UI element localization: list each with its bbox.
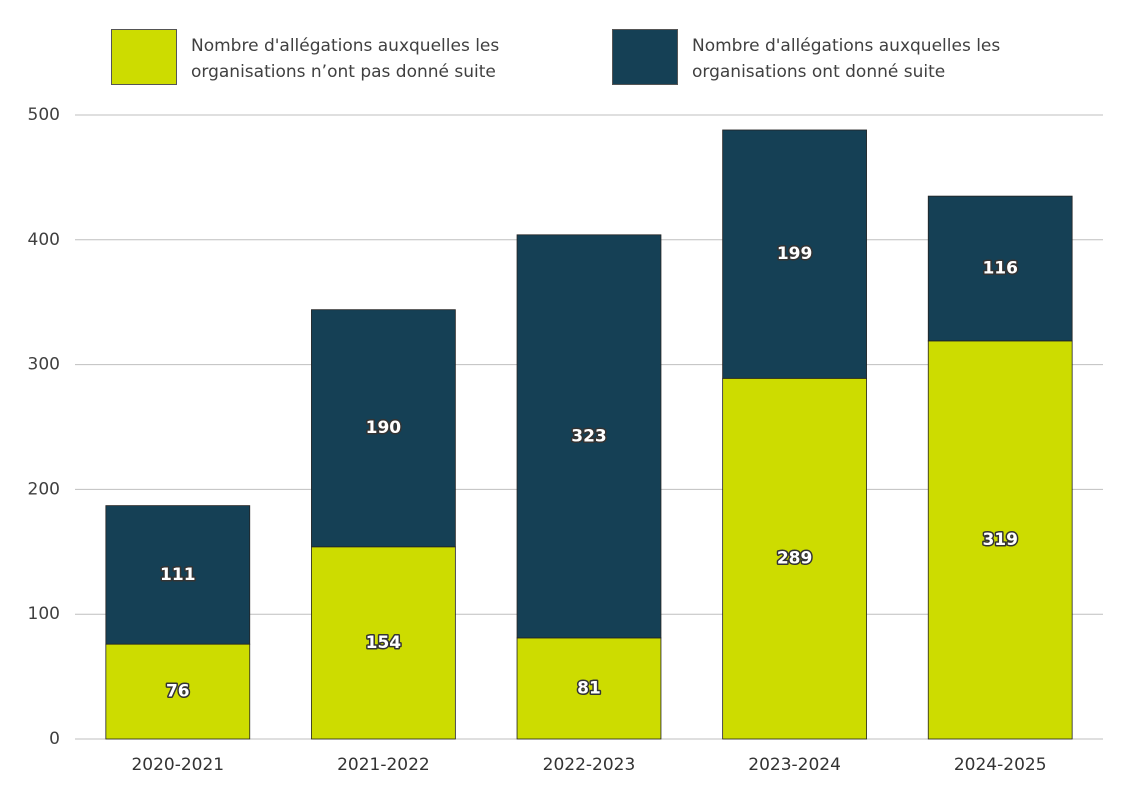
- y-tick-label: 500: [28, 105, 60, 125]
- bar-segment: [311, 309, 456, 548]
- legend-item: Nombre d'allégations auxquelles les orga…: [612, 29, 1012, 85]
- x-tick-label: 2023-2024: [748, 755, 841, 775]
- data-label: 76: [166, 682, 190, 702]
- legend-label: Nombre d'allégations auxquelles les orga…: [191, 36, 500, 82]
- bar-segment: [722, 377, 867, 740]
- x-tick-label: 2024-2025: [954, 755, 1047, 775]
- data-label: 319: [982, 530, 1018, 550]
- data-label: 190: [366, 418, 402, 438]
- bar-segment: [105, 643, 251, 740]
- x-tick-label: 2020-2021: [131, 755, 224, 775]
- legend-swatch: [111, 29, 177, 85]
- data-label: 81: [577, 678, 601, 698]
- bar-segment: [722, 129, 867, 379]
- legend-label: Nombre d'allégations auxquelles les orga…: [692, 36, 1001, 82]
- data-label: 199: [777, 244, 813, 264]
- bar-segment: [105, 505, 251, 645]
- data-label: 154: [366, 633, 402, 653]
- bar-segment: [311, 546, 456, 740]
- bar-segment: [516, 234, 662, 639]
- bar-segment: [927, 195, 1073, 342]
- data-label: 116: [982, 259, 1018, 279]
- y-tick-label: 100: [28, 604, 60, 624]
- y-tick-label: 400: [28, 230, 60, 250]
- x-tick-label: 2021-2022: [337, 755, 430, 775]
- data-label: 111: [160, 565, 196, 585]
- x-tick-label: 2022-2023: [543, 755, 636, 775]
- data-label: 323: [571, 426, 607, 446]
- bar-segment: [516, 637, 662, 740]
- bar-segment: [927, 340, 1073, 740]
- data-label: 289: [777, 549, 813, 569]
- y-tick-label: 200: [28, 479, 60, 499]
- y-tick-label: 0: [49, 729, 60, 749]
- legend-swatch: [612, 29, 678, 85]
- legend-item: Nombre d'allégations auxquelles les orga…: [111, 29, 511, 85]
- y-tick-label: 300: [28, 355, 60, 375]
